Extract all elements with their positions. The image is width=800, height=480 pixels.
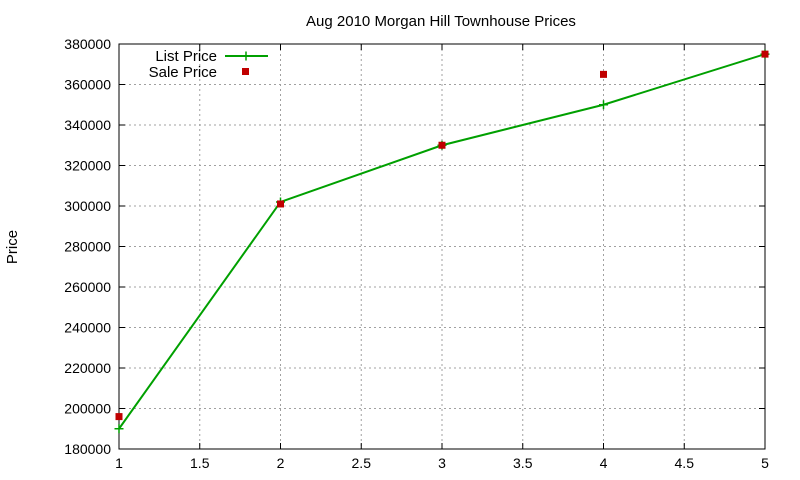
x-tick-label: 1: [115, 455, 123, 471]
x-tick-label: 3: [438, 455, 446, 471]
y-tick-label: 200000: [64, 401, 111, 417]
series-layer: [114, 49, 770, 434]
sale-price-point: [438, 141, 446, 149]
y-tick-label: 180000: [64, 441, 111, 457]
chart-title: Aug 2010 Morgan Hill Townhouse Prices: [306, 13, 576, 30]
y-tick-label: 280000: [64, 239, 111, 255]
x-tick-label: 2.5: [352, 455, 372, 471]
x-tick-label: 3.5: [513, 455, 533, 471]
legend-marker-list-price: [241, 51, 251, 61]
legend: List Price Sale Price: [149, 48, 268, 81]
x-tick-label: 4.5: [675, 455, 695, 471]
y-tick-label: 360000: [64, 77, 111, 93]
list-price-point: [599, 100, 608, 110]
legend-marker-sale-price: [242, 68, 249, 75]
y-axis-label: Price: [4, 230, 21, 264]
grid-layer: [119, 44, 765, 449]
y-tick-label: 240000: [64, 320, 111, 336]
y-tick-label: 300000: [64, 198, 111, 214]
y-tick-label: 260000: [64, 279, 111, 295]
y-tick-label: 220000: [64, 360, 111, 376]
list-price-point: [114, 424, 124, 434]
sale-price-point: [600, 70, 607, 78]
x-tick-label: 4: [600, 455, 608, 471]
legend-label-sale-price: Sale Price: [149, 64, 217, 81]
y-tick-label: 380000: [64, 36, 111, 52]
tick-layer: 1 1.5 2 2.5 3 3.5 4 4.5 5 180000 200000 220000 24000…: [64, 36, 769, 471]
y-tick-label: 340000: [64, 117, 111, 133]
y-tick-label: 320000: [64, 158, 111, 174]
x-tick-label: 1.5: [190, 455, 210, 471]
sale-price-point: [115, 413, 123, 421]
legend-label-list-price: List Price: [155, 48, 217, 65]
x-tick-label: 2: [277, 455, 285, 471]
x-tick-label: 5: [761, 455, 769, 471]
sale-price-point: [277, 200, 284, 208]
sale-price-point: [761, 50, 769, 58]
